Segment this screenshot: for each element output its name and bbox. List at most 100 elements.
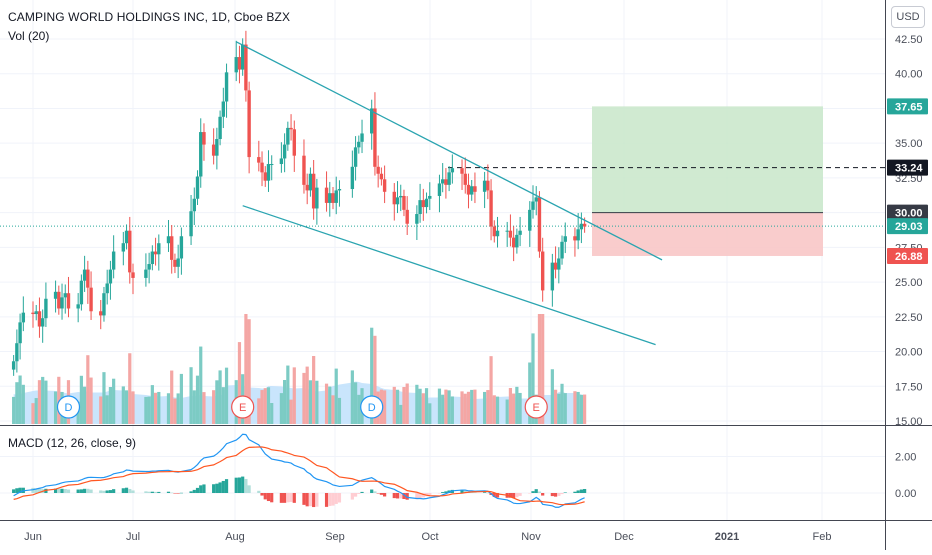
candle[interactable] [131,263,135,295]
candle[interactable] [89,271,93,321]
currency-button[interactable]: USD [891,6,925,28]
candle[interactable] [237,45,242,84]
candle[interactable] [270,155,274,181]
trendline-lower-channel[interactable] [242,205,656,346]
candle[interactable] [534,186,538,216]
candle[interactable] [540,237,545,302]
candle[interactable] [405,196,409,236]
candle[interactable] [315,178,319,225]
candle[interactable] [370,99,374,150]
candle[interactable] [447,166,451,192]
candle[interactable] [518,216,522,247]
candle[interactable] [460,159,464,190]
candle[interactable] [292,120,296,172]
candle[interactable] [537,191,542,258]
candle[interactable] [86,260,90,304]
stop-zone[interactable] [592,212,823,256]
candle[interactable] [308,167,313,197]
candle[interactable] [99,300,103,330]
candle[interactable] [202,123,206,161]
candle[interactable] [176,244,180,279]
candle[interactable] [192,187,196,225]
candle[interactable] [199,118,203,188]
candle[interactable] [437,174,442,213]
candle[interactable] [440,163,445,193]
candle[interactable] [302,139,306,194]
candle[interactable] [105,269,109,305]
candle[interactable] [528,201,532,247]
candle[interactable] [279,142,284,173]
candle[interactable] [505,221,509,247]
candle[interactable] [173,253,177,274]
dividend-marker[interactable]: D [360,395,384,419]
candle[interactable] [360,119,364,154]
candle[interactable] [444,168,448,199]
candle[interactable] [515,228,519,254]
candle[interactable] [350,150,355,198]
candle[interactable] [379,167,384,186]
candle[interactable] [244,30,248,102]
candle[interactable] [392,183,396,221]
candle[interactable] [79,274,84,311]
earnings-marker[interactable]: E [231,395,255,419]
candle[interactable] [189,194,193,246]
candle[interactable] [376,155,380,188]
candle[interactable] [144,253,148,287]
candle[interactable] [424,192,429,214]
candle[interactable] [557,247,561,284]
candle[interactable] [21,296,26,332]
candle[interactable] [573,227,577,257]
candle[interactable] [373,92,377,176]
candle[interactable] [15,329,19,373]
candle[interactable] [53,280,58,313]
dividend-marker[interactable]: D [56,395,81,419]
candle[interactable] [63,284,67,314]
candle[interactable] [415,205,419,241]
candle[interactable] [40,309,45,343]
candle[interactable] [31,301,35,328]
candle[interactable] [211,128,216,165]
candle[interactable] [357,135,361,154]
candle[interactable] [286,121,290,151]
candle[interactable] [508,214,513,247]
candle[interactable] [399,184,403,212]
candle[interactable] [218,110,222,146]
candle[interactable] [482,171,487,209]
candle[interactable] [11,355,16,376]
candle[interactable] [234,40,238,82]
earnings-marker[interactable]: E [524,395,548,419]
candle[interactable] [576,213,580,250]
candle[interactable] [263,166,267,187]
candle[interactable] [147,252,151,284]
candle[interactable] [44,282,48,327]
macd-indicator-label[interactable]: MACD (12, 26, close, 9) [8,436,137,450]
candle[interactable] [421,188,426,221]
target-zone[interactable] [592,106,823,213]
candle[interactable] [473,172,477,204]
candle[interactable] [418,183,422,223]
candle[interactable] [466,173,471,209]
candle[interactable] [550,253,555,307]
candle[interactable] [470,179,474,201]
candle[interactable] [337,180,342,207]
candle[interactable] [334,176,338,215]
candle[interactable] [266,150,271,192]
candle[interactable] [395,181,400,214]
candle[interactable] [76,293,80,323]
candle[interactable] [328,181,332,217]
candle[interactable] [560,235,564,265]
time-axis[interactable]: Jun Jul Aug Sep Oct Nov Dec 2021 Feb [24,531,831,543]
candle[interactable] [450,154,455,184]
candle[interactable] [463,157,467,194]
candle[interactable] [124,224,129,250]
candle[interactable] [128,216,132,284]
candle[interactable] [402,189,406,217]
candle[interactable] [170,224,174,274]
candle[interactable] [179,227,184,275]
candle[interactable] [157,234,161,271]
candle[interactable] [34,305,38,321]
candle[interactable] [111,235,116,279]
candle[interactable] [260,151,264,187]
candle[interactable] [489,179,493,241]
